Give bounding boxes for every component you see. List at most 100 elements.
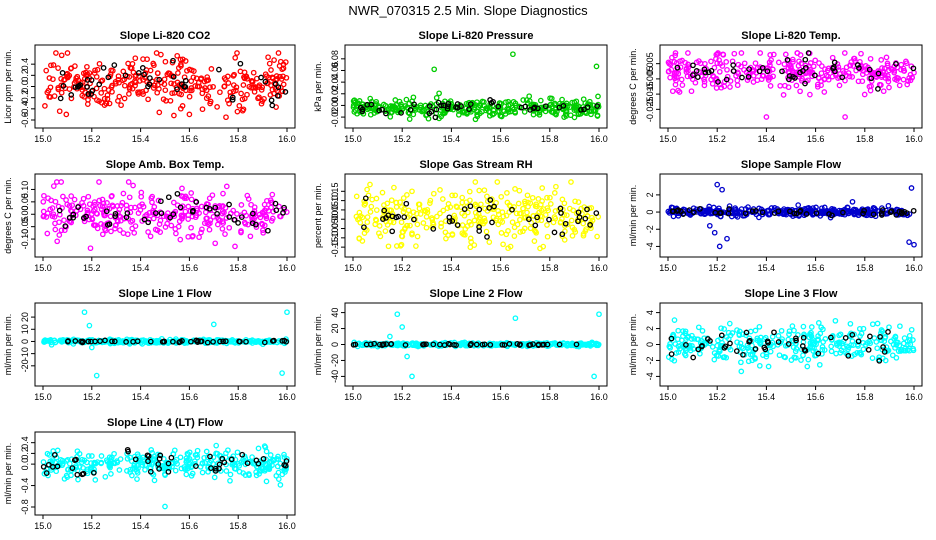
data-point: [888, 208, 895, 215]
y-tick-label: 20: [20, 312, 30, 322]
data-point: [280, 81, 287, 88]
data-point: [499, 341, 506, 348]
data-point: [498, 193, 505, 200]
data-point: [875, 86, 881, 92]
data-point: [499, 219, 506, 225]
data-point: [738, 359, 744, 366]
x-tick-label: 15.4: [758, 263, 776, 273]
data-point: [398, 219, 405, 226]
data-point: [404, 353, 410, 360]
data-point: [723, 76, 730, 83]
data-point: [524, 192, 531, 199]
data-point: [75, 476, 81, 483]
data-point: [85, 193, 92, 200]
data-point: [413, 243, 419, 249]
y-tick-label: 0.05: [20, 193, 30, 211]
y-tick-label: -0.15: [330, 237, 340, 258]
data-point: [146, 210, 153, 216]
data-point: [719, 339, 725, 346]
data-point: [818, 63, 825, 69]
data-point: [410, 111, 417, 118]
data-point: [594, 113, 601, 119]
data-point: [253, 224, 260, 230]
data-point: [532, 222, 539, 229]
data-point: [679, 57, 685, 64]
data-point: [91, 466, 97, 473]
data-point: [275, 456, 282, 463]
data-point: [537, 245, 543, 252]
data-point: [514, 221, 521, 228]
data-point: [190, 207, 196, 214]
data-point: [865, 212, 871, 218]
data-point: [45, 461, 52, 468]
data-point: [518, 104, 525, 111]
data-point: [105, 74, 112, 81]
data-point: [800, 68, 806, 74]
data-points: [665, 181, 917, 250]
data-point: [721, 326, 728, 332]
data-point: [279, 370, 285, 376]
data-point: [258, 100, 265, 107]
data-point: [802, 56, 809, 63]
data-point: [151, 62, 157, 69]
x-tick-label: 15.6: [492, 263, 510, 273]
data-point: [702, 72, 709, 79]
data-point: [494, 179, 501, 185]
data-point: [219, 455, 226, 462]
data-point: [718, 325, 724, 332]
data-point: [909, 74, 916, 81]
data-point: [669, 88, 676, 95]
data-point: [495, 211, 502, 218]
chart-panel-2: Slope Li-820 Pressure kPa per min. 15.0 15.…: [313, 30, 608, 144]
data-point: [172, 467, 179, 474]
data-point: [872, 206, 879, 213]
data-point: [147, 75, 153, 81]
data-point: [411, 101, 417, 108]
data-point: [690, 354, 697, 361]
data-point: [129, 60, 136, 67]
data-point: [388, 341, 394, 347]
data-point: [98, 99, 105, 106]
data-point: [566, 205, 573, 212]
data-point: [847, 62, 854, 69]
data-point: [526, 216, 532, 223]
data-point: [749, 351, 756, 358]
data-point: [132, 456, 139, 463]
data-point: [910, 337, 916, 343]
data-point: [900, 76, 907, 83]
data-point: [816, 60, 822, 66]
data-point: [170, 211, 177, 218]
data-point: [368, 98, 375, 105]
data-point: [275, 50, 282, 56]
data-point: [80, 470, 87, 477]
y-tick-label: -0.8: [20, 499, 30, 515]
data-point: [198, 75, 205, 82]
data-point: [64, 474, 71, 480]
data-point: [196, 234, 202, 241]
data-point: [723, 59, 730, 65]
data-point: [136, 78, 143, 84]
data-point: [752, 327, 759, 334]
data-point: [865, 346, 872, 353]
data-point: [402, 342, 409, 348]
data-point: [813, 204, 819, 211]
data-point: [67, 65, 74, 72]
data-point: [447, 204, 454, 210]
figure-title: NWR_070315 2.5 Min. Slope Diagnostics: [348, 3, 588, 18]
x-tick-label: 15.4: [758, 392, 776, 402]
data-point: [156, 455, 163, 462]
data-point: [188, 338, 194, 345]
data-point: [778, 338, 785, 345]
data-point: [403, 96, 410, 103]
data-point: [446, 214, 453, 221]
data-point: [149, 449, 155, 456]
data-point: [559, 231, 566, 238]
data-point: [580, 96, 587, 103]
y-tick-label: 0.005: [645, 52, 655, 75]
data-point: [361, 202, 368, 208]
data-point: [473, 341, 480, 348]
data-point: [364, 214, 371, 220]
data-point: [814, 83, 821, 90]
data-point: [595, 342, 601, 349]
data-point: [98, 453, 105, 459]
